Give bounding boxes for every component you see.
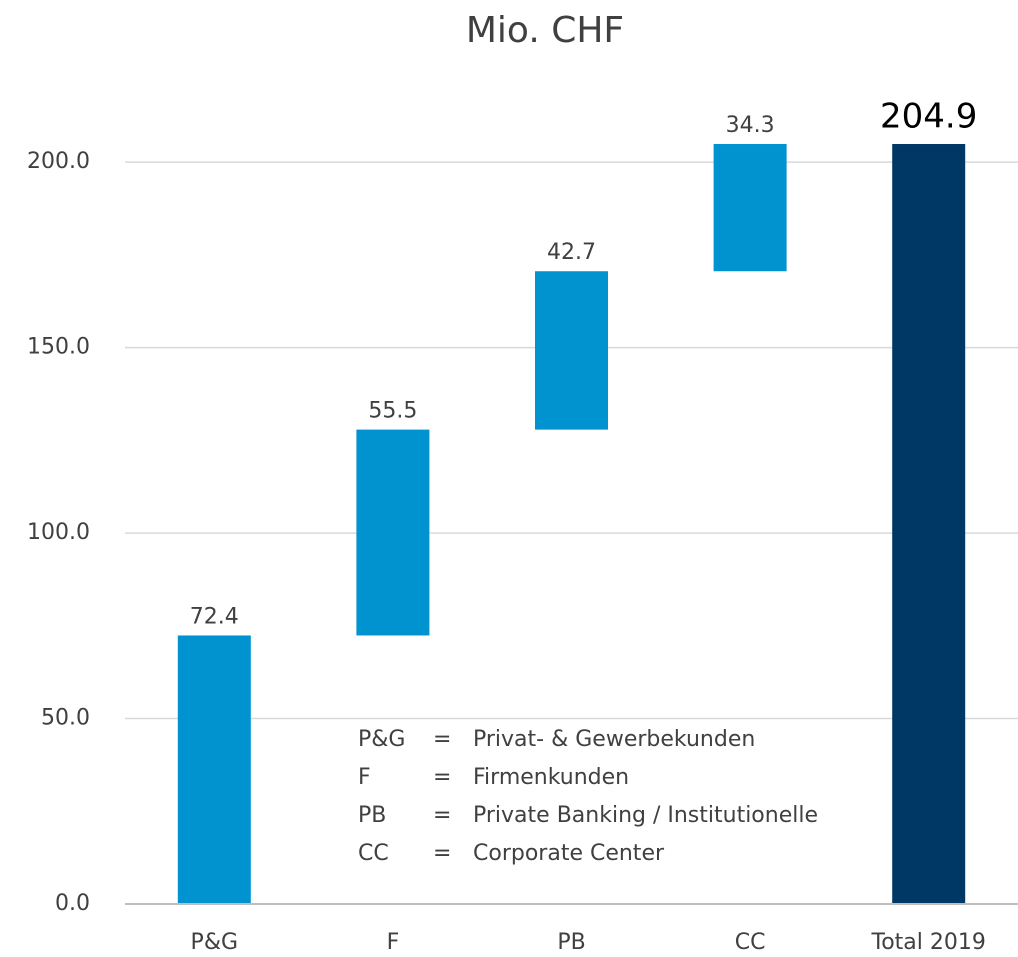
y-tick-label: 50.0 — [41, 706, 90, 731]
chart-title: Mio. CHF — [466, 10, 624, 51]
value-label: 55.5 — [368, 399, 417, 424]
annotation-eq: = — [433, 803, 451, 828]
bar — [535, 271, 608, 430]
annotation-abbr: CC — [358, 841, 389, 866]
x-tick-label: PB — [557, 930, 585, 955]
value-label: 34.3 — [726, 113, 775, 138]
value-label: 204.9 — [880, 97, 977, 137]
value-label: 72.4 — [190, 604, 239, 629]
annotation-abbr: F — [358, 765, 371, 790]
annotation-text: Private Banking / Institutionelle — [473, 803, 818, 828]
bar — [713, 144, 787, 272]
annotation-eq: = — [433, 841, 451, 866]
y-tick-label: 100.0 — [27, 520, 90, 545]
annotation-text: Corporate Center — [473, 841, 665, 866]
x-tick-label: Total 2019 — [871, 930, 986, 955]
x-tick-label: F — [387, 930, 400, 955]
annotation-text: Firmenkunden — [473, 765, 629, 790]
annotation-eq: = — [433, 727, 451, 752]
y-tick-label: 0.0 — [55, 891, 90, 916]
annotation-text: Privat- & Gewerbekunden — [473, 727, 755, 752]
bar — [177, 635, 251, 904]
value-label: 42.7 — [547, 240, 596, 265]
bar — [356, 429, 430, 636]
x-tick-label: CC — [735, 930, 766, 955]
y-tick-label: 150.0 — [27, 335, 90, 360]
bar — [892, 144, 966, 905]
annotation-eq: = — [433, 765, 451, 790]
x-tick-label: P&G — [191, 930, 238, 955]
annotation-abbr: PB — [358, 803, 386, 828]
annotation-abbr: P&G — [358, 727, 405, 752]
y-tick-label: 200.0 — [27, 149, 90, 174]
